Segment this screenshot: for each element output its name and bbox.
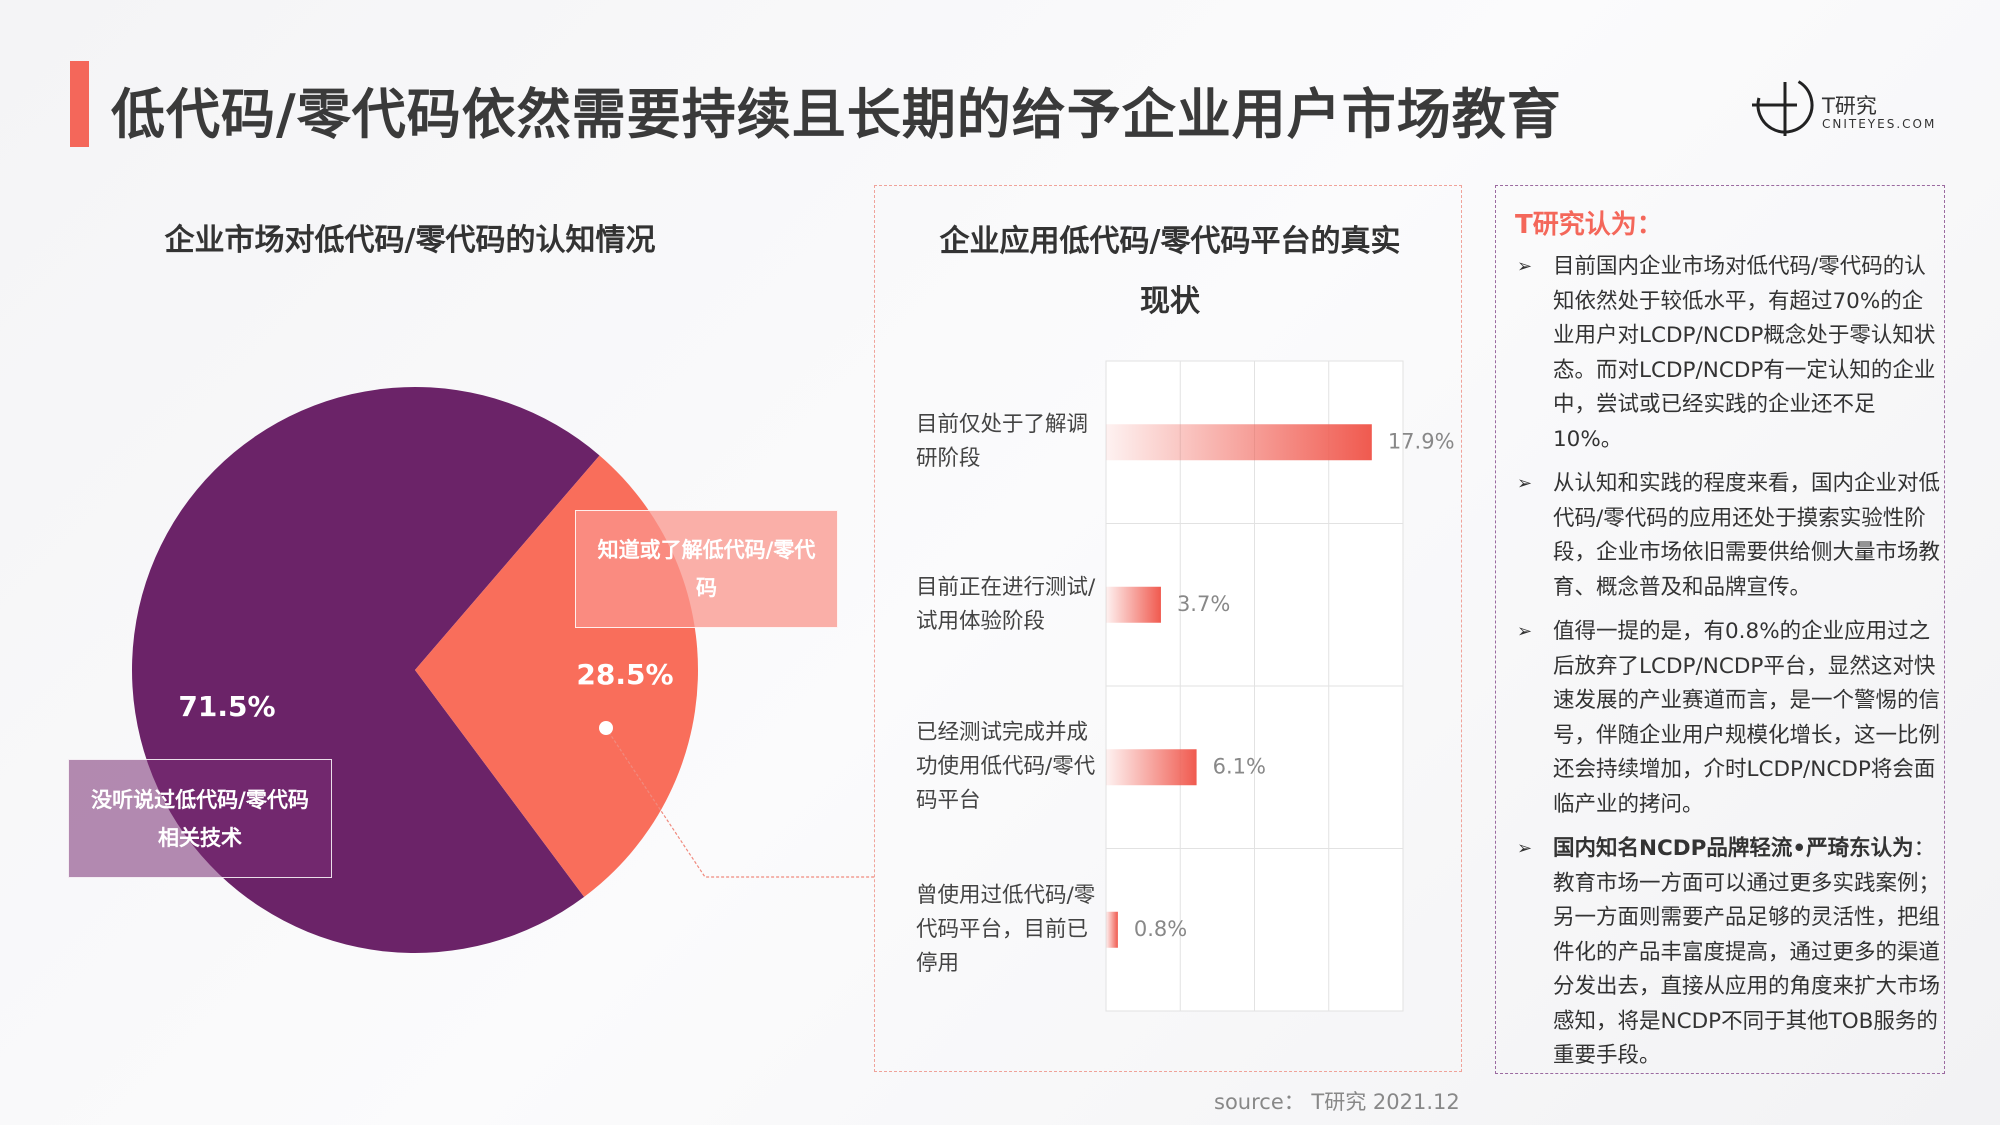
chart-title: 企业应用低代码/零代码平台的真实现状 [939,224,1401,319]
insight-text: 值得一提的是，有0.8%的企业应用过之后放弃了LCDP/NCDP平台，显然这对快… [1553,619,1941,817]
slide-title: 低代码/零代码依然需要持续且长期的给予企业用户市场教育 [111,83,1562,146]
category-label: 曾使用过低代码/零代码平台，目前已停用 [916,882,1096,976]
logo-icon [1752,76,1814,136]
category-label: 目前仅处于了解调研阶段 [916,412,1089,472]
insight-list: 目前国内企业市场对低代码/零代码的认知依然处于较低水平，有超过70%的企业用户对… [1515,250,1940,1084]
insight-text: 从认知和实践的程度来看，国内企业对低代码/零代码的应用还处于摸索实验性阶段，企业… [1553,471,1941,600]
insight-point: 国内知名NCDP品牌轻流•严琦东认为：教育市场一方面可以通过更多实践案例；另一方… [1515,832,1940,1074]
insight-lead: 国内知名NCDP品牌轻流•严琦东认为 [1553,836,1914,861]
insight-point: 目前国内企业市场对低代码/零代码的认知依然处于较低水平，有超过70%的企业用户对… [1515,250,1940,457]
bar [1106,911,1118,948]
legend-box: 知道或了解低代码/零代码 [575,510,838,628]
chart-title: 企业市场对低代码/零代码的认知情况 [164,223,656,258]
value-label: 28.5% [576,658,673,691]
category-label: 目前正在进行测试/试用体验阶段 [916,574,1096,634]
value-label: 3.7% [1177,592,1230,616]
value-label: 71.5% [178,690,275,723]
title-accent [70,61,89,147]
insight-point: 从认知和实践的程度来看，国内企业对低代码/零代码的应用还处于摸索实验性阶段，企业… [1515,467,1940,605]
insight-text: 目前国内企业市场对低代码/零代码的认知依然处于较低水平，有超过70%的企业用户对… [1553,254,1936,452]
category-label: 已经测试完成并成功使用低代码/零代码平台 [916,720,1096,814]
value-label: 0.8% [1134,917,1187,941]
bar [1106,749,1197,786]
logo-name: T研究 [1822,94,1877,118]
insight-heading: T研究认为： [1515,210,1663,240]
panel [1495,185,1945,1074]
bar [1106,586,1161,623]
leader-line [605,727,874,878]
insight-point: 值得一提的是，有0.8%的企业应用过之后放弃了LCDP/NCDP平台，显然这对快… [1515,615,1940,822]
insight-text: ：教育市场一方面可以通过更多实践案例；另一方面则需要产品足够的灵活性，把组件化的… [1553,836,1941,1068]
source: source： T研究 2021.12 [1214,1090,1460,1114]
value-label: 6.1% [1213,754,1266,778]
legend-box: 没听说过低代码/零代码相关技术 [68,759,332,878]
logo-site: CNITEYES.COM [1822,117,1937,131]
value-label: 17.9% [1388,429,1455,453]
leader-dot [599,721,613,735]
panel [874,185,1462,1072]
bar [1106,424,1372,461]
